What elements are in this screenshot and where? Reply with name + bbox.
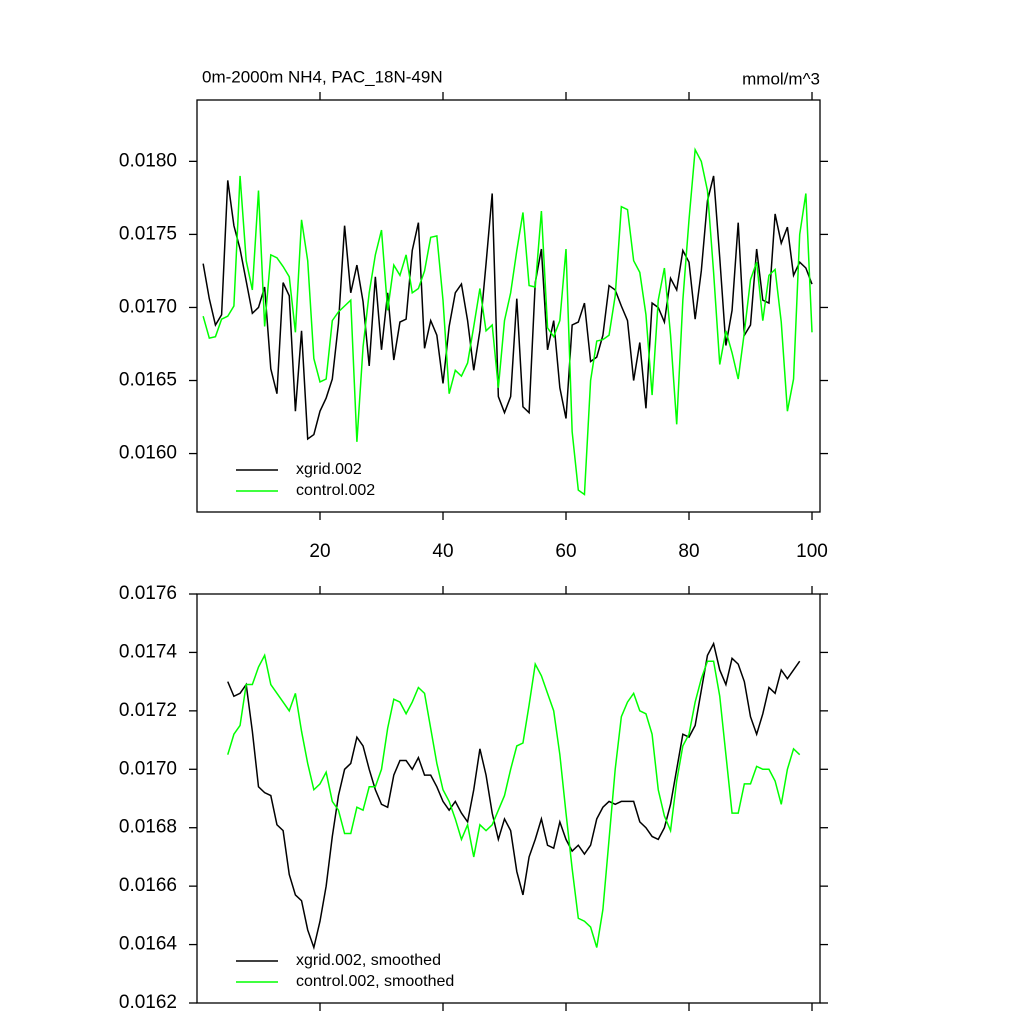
series-line [202,175,813,441]
series-line [227,641,801,951]
y-tick-label: 0.0175 [119,223,177,244]
x-tick-label: 60 [555,541,576,562]
x-tick-label: 100 [796,541,828,562]
x-tick-label: 40 [432,541,453,562]
legend-label: control.002 [296,482,375,499]
legend-label: control.002, smoothed [296,973,454,990]
y-tick-label: 0.0172 [119,700,177,721]
panel: 0.0160 0.0165 0.0170 0.0175 0.0180 20 40 60 80 10… [119,67,828,562]
y-tick-label: 0.0166 [119,875,177,896]
y-tick-label: 0.0160 [119,443,177,464]
x-tick-label: 80 [678,541,699,562]
y-tick-label: 0.0164 [119,934,178,955]
y-tick-label: 0.0176 [119,583,177,604]
plot-frame [196,593,821,1004]
y-tick-label: 0.0174 [119,641,178,662]
panel: 0.0162 0.0164 0.0166 0.0168 0.0170 0.0172 0.01… [119,583,828,1013]
y-tick-label: 0.0168 [119,817,177,838]
series-line [202,147,813,496]
legend-label: xgrid.002 [296,461,362,478]
y-tick-label: 0.0180 [119,150,177,171]
y-tick-label: 0.0170 [119,758,177,779]
y-tick-label: 0.0162 [119,992,177,1013]
series-line [227,653,801,948]
x-tick-label: 20 [309,541,330,562]
units-label: mmol/m^3 [742,69,820,88]
legend-label: xgrid.002, smoothed [296,952,441,969]
chart-title: 0m-2000m NH4, PAC_18N-49N [202,67,443,86]
plot-frame [196,99,821,513]
y-tick-label: 0.0165 [119,370,177,391]
y-tick-label: 0.0170 [119,296,177,317]
